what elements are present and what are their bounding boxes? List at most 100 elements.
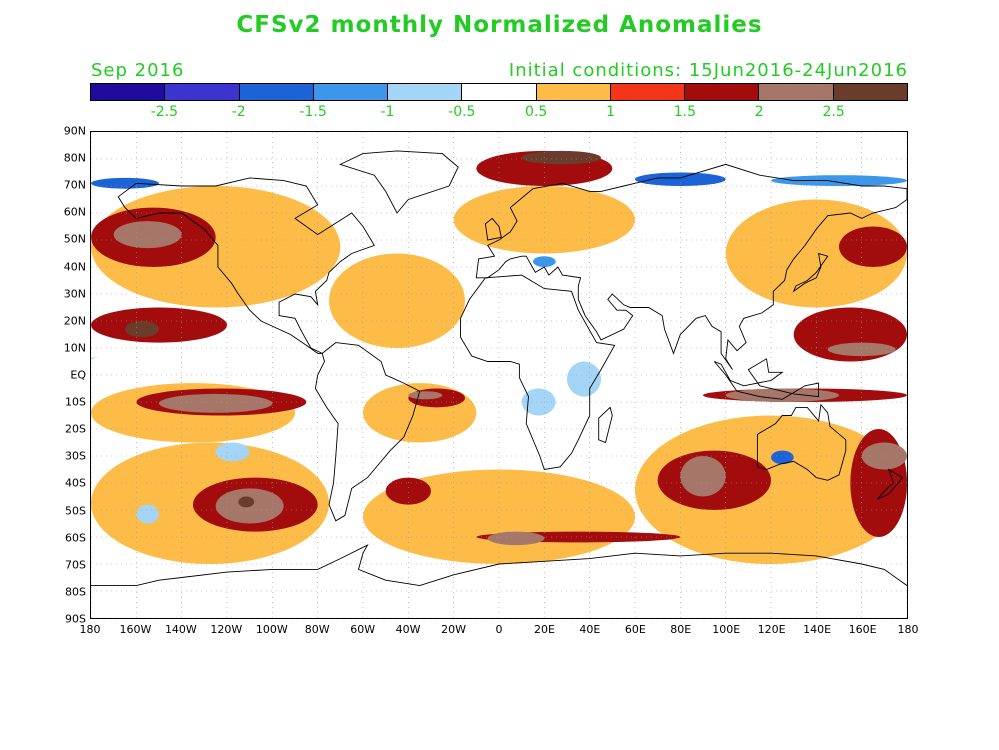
lon-tick-label: 140E (803, 623, 832, 636)
anomaly-patch (91, 307, 227, 343)
colorbar-swatch (165, 84, 240, 100)
coastline-eurasia (475, 163, 907, 370)
colorbar-tick-label: 0.5 (525, 104, 548, 120)
anomaly-patch (725, 388, 839, 402)
colorbar-swatch (239, 84, 314, 100)
anomaly-patch (680, 456, 726, 497)
lon-tick-label: 80W (304, 623, 330, 636)
lat-tick-label: 10N (63, 341, 86, 355)
lat-tick-label: 30N (63, 287, 86, 301)
anomaly-patch (827, 342, 896, 357)
lon-tick-label: 180 (79, 623, 101, 636)
coastline-uk (484, 217, 502, 241)
lat-tick-label: 50S (65, 504, 86, 518)
anomaly-patch (521, 388, 556, 416)
map-canvas (91, 132, 907, 618)
lat-tick-label: 70S (65, 558, 86, 572)
anomaly-patch-mild (329, 253, 465, 348)
anomaly-patch (91, 348, 318, 375)
colorbar-tick-label: -1 (380, 104, 395, 120)
coastline-south-america (314, 342, 421, 522)
coastline-greenland (339, 150, 459, 214)
colorbar-swatch (536, 84, 611, 100)
lat-tick-label: 50N (63, 232, 86, 246)
anomaly-patch (159, 393, 273, 413)
coastline-antarctica (91, 544, 907, 587)
anomaly-patch-mild (453, 186, 635, 254)
coastline-new-zealand (877, 468, 904, 500)
lon-tick-label: 0 (495, 623, 503, 636)
colorbar-swatch (388, 84, 463, 100)
colorbar-swatch (759, 84, 834, 100)
colorbar-swatch (833, 84, 907, 100)
colorbar-tick-label: -2 (231, 104, 246, 120)
lat-tick-label: 60S (65, 531, 86, 545)
lon-tick-label: 80E (670, 623, 692, 636)
anomaly-patch (839, 226, 907, 267)
lat-tick-label: 10S (65, 395, 86, 409)
colorbar-swatch (313, 84, 389, 100)
lat-tick-label: EQ (70, 368, 86, 382)
lat-tick-label: 70N (63, 178, 86, 192)
lon-tick-label: 160W (119, 623, 152, 636)
lat-tick-label: 80S (65, 585, 86, 599)
colorbar (90, 83, 908, 101)
coastline-africa (460, 274, 616, 471)
anomaly-patch (533, 256, 556, 267)
coastline-madagascar (598, 406, 613, 444)
anomaly-patch (771, 175, 907, 186)
lon-tick-label: 60E (624, 623, 646, 636)
lat-tick-label: 30S (65, 449, 86, 463)
coastline-indonesia (713, 358, 820, 400)
colorbar-tick-label: -0.5 (448, 104, 476, 120)
anomaly-patch (215, 442, 250, 462)
colorbar-tick-label: 1.5 (673, 104, 697, 120)
anomaly-patch (408, 391, 443, 400)
lon-tick-label: 160E (848, 623, 877, 636)
anomaly-patch (91, 177, 159, 189)
lat-tick-label: 20N (63, 314, 86, 328)
anomaly-patch (635, 172, 726, 186)
chart-title: CFSv2 monthly Normalized Anomalies (236, 12, 763, 38)
lat-tick-label: 40N (63, 260, 86, 274)
anomaly-patch (771, 450, 794, 465)
lon-tick-label: 120W (210, 623, 243, 636)
colorbar-tick-label: -1.5 (299, 104, 327, 120)
lon-tick-label: 180 (897, 623, 919, 636)
anomaly-patch (238, 496, 255, 508)
lat-tick-label: 20S (65, 422, 86, 436)
colorbar-swatch (685, 84, 760, 100)
colorbar-tick-label: 2 (754, 104, 764, 120)
coastline-japan (792, 252, 829, 293)
lon-tick-label: 140W (164, 623, 197, 636)
anomaly-patch (567, 361, 601, 397)
colorbar-tick-label: 1 (606, 104, 615, 120)
initial-conditions: Initial conditions: 15Jun2016-24Jun2016 (508, 60, 908, 81)
colorbar-tick-label: 2.5 (822, 104, 845, 120)
lon-tick-label: 40W (395, 623, 421, 636)
anomaly-patch (861, 442, 907, 470)
lat-tick-label: 60N (63, 205, 86, 219)
lat-tick-label: 90N (63, 124, 86, 138)
anomaly-map (90, 131, 908, 619)
colorbar-swatch (462, 84, 537, 100)
coastline-australia (756, 403, 847, 481)
anomaly-patch (521, 150, 601, 165)
anomaly-patch-mild (725, 199, 907, 308)
colorbar-tick-label: -2.5 (150, 104, 179, 120)
forecast-month: Sep 2016 (91, 60, 185, 81)
lon-tick-label: 20W (441, 623, 466, 636)
anomaly-patch (113, 221, 182, 249)
lon-tick-label: 100W (255, 623, 288, 636)
colorbar-swatch (91, 84, 166, 100)
lat-tick-label: 80N (63, 151, 86, 165)
lon-tick-label: 20E (533, 623, 555, 636)
lon-tick-label: 60W (350, 623, 376, 636)
lon-tick-label: 40E (579, 623, 601, 636)
anomaly-patch (125, 321, 159, 338)
lon-tick-label: 100E (712, 623, 741, 636)
coastline-north-america (117, 177, 375, 354)
lat-tick-label: 90S (65, 612, 86, 626)
anomaly-patch (487, 531, 545, 546)
lon-tick-label: 120E (757, 623, 786, 636)
